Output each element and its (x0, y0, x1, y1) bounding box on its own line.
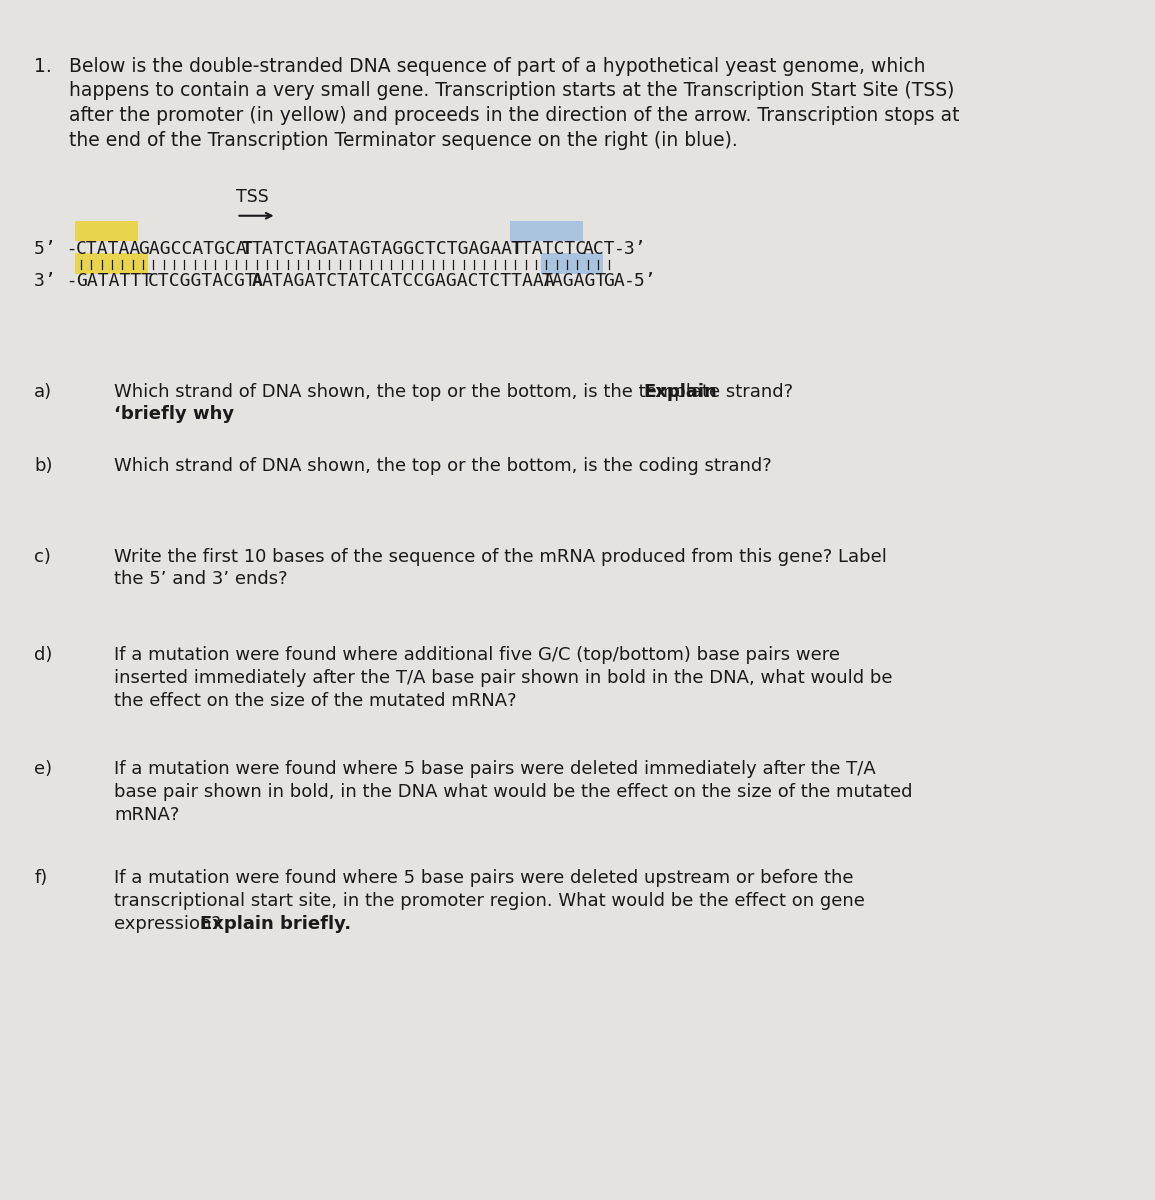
Text: ATAGATCTATCATCCGAGACTCTTAAA: ATAGATCTATCATCCGAGACTCTTAAA (262, 272, 556, 290)
Text: Which strand of DNA shown, the top or the bottom, is the coding strand?: Which strand of DNA shown, the top or th… (114, 457, 773, 475)
Text: -5’: -5’ (624, 272, 657, 290)
Bar (509, 221, 582, 241)
Text: b): b) (35, 457, 53, 475)
Text: 1.: 1. (35, 56, 52, 76)
Text: Explain: Explain (643, 383, 717, 401)
Text: transcriptional start site, in the promoter region. What would be the effect on : transcriptional start site, in the promo… (114, 892, 865, 910)
Text: the effect on the size of the mutated mRNA?: the effect on the size of the mutated mR… (114, 691, 517, 709)
Text: e): e) (35, 760, 52, 778)
Text: expression?: expression? (114, 914, 228, 932)
Text: inserted immediately after the T/A base pair shown in bold in the DNA, what woul: inserted immediately after the T/A base … (114, 668, 893, 686)
Text: c): c) (35, 547, 51, 565)
Text: A: A (252, 272, 262, 290)
Text: If a mutation were found where 5 base pairs were deleted upstream or before the: If a mutation were found where 5 base pa… (114, 869, 854, 887)
Text: the end of the Transcription Terminator sequence on the right (in blue).: the end of the Transcription Terminator … (68, 131, 737, 150)
Text: GA: GA (603, 272, 625, 290)
Text: TSS: TSS (237, 188, 269, 206)
Text: 3’ -: 3’ - (35, 272, 77, 290)
Text: CTCGGTACGT: CTCGGTACGT (148, 272, 256, 290)
Bar (75, 253, 148, 274)
Text: after the promoter (in yellow) and proceeds in the direction of the arrow. Trans: after the promoter (in yellow) and proce… (68, 106, 959, 125)
Text: -3’: -3’ (613, 240, 647, 258)
Text: TTATCTC: TTATCTC (511, 240, 587, 258)
Bar (541, 253, 603, 274)
Text: T: T (241, 240, 252, 258)
Text: f): f) (35, 869, 47, 887)
Text: ‘briefly why: ‘briefly why (114, 406, 234, 424)
Text: Which strand of DNA shown, the top or the bottom, is the template strand?: Which strand of DNA shown, the top or th… (114, 383, 799, 401)
Text: If a mutation were found where additional five G/C (top/bottom) base pairs were: If a mutation were found where additiona… (114, 646, 841, 664)
Text: d): d) (35, 646, 53, 664)
Text: ACT: ACT (582, 240, 616, 258)
Text: Write the first 10 bases of the sequence of the mRNA produced from this gene? La: Write the first 10 bases of the sequence… (114, 547, 887, 565)
Text: GATATTT: GATATTT (76, 272, 151, 290)
Text: Below is the double-stranded DNA sequence of part of a hypothetical yeast genome: Below is the double-stranded DNA sequenc… (68, 56, 925, 76)
Text: happens to contain a very small gene. Transcription starts at the Transcription : happens to contain a very small gene. Tr… (68, 82, 954, 101)
Text: a): a) (35, 383, 52, 401)
Text: Explain briefly.: Explain briefly. (200, 914, 351, 932)
Text: GAGCCATGCA: GAGCCATGCA (137, 240, 246, 258)
Text: TAGAGT: TAGAGT (542, 272, 606, 290)
Text: CTATAA: CTATAA (76, 240, 141, 258)
Text: base pair shown in bold, in the DNA what would be the effect on the size of the : base pair shown in bold, in the DNA what… (114, 784, 912, 802)
Text: If a mutation were found where 5 base pairs were deleted immediately after the T: If a mutation were found where 5 base pa… (114, 760, 877, 778)
Text: mRNA?: mRNA? (114, 806, 180, 824)
Text: TATCTAGATAGTAGGCTCTGAGAAT: TATCTAGATAGTAGGCTCTGAGAAT (252, 240, 523, 258)
Bar (75, 221, 137, 241)
Text: 5’ -: 5’ - (35, 240, 77, 258)
Text: the 5’ and 3’ ends?: the 5’ and 3’ ends? (114, 570, 288, 588)
